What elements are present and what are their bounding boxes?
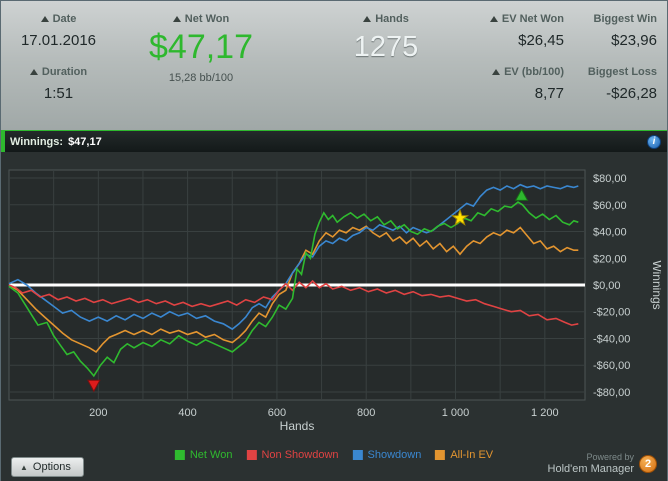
chart-section: 200 400 600 800 1 000 1 200 $80,00 $60,00 $40,00… — [1, 152, 667, 481]
legend-swatch — [435, 450, 446, 460]
legend-item: Net Won — [174, 449, 233, 461]
biggest-loss-label: Biggest Loss — [587, 66, 657, 78]
biggest-column: Biggest Win $23,96 Biggest Loss -$26,28 — [572, 1, 667, 130]
net-won-column: Net Won $47,17 15,28 bb/100 — [116, 1, 286, 130]
legend-label: Showdown — [367, 449, 422, 461]
powered-by-text: Powered by — [586, 452, 634, 463]
biggest-win-label: Biggest Win — [593, 13, 657, 25]
svg-text:1 200: 1 200 — [531, 407, 559, 419]
bb100-value: 15,28 bb/100 — [168, 72, 234, 85]
biggest-win-value: $23,96 — [611, 32, 657, 49]
date-label-row: Date — [40, 13, 77, 25]
net-won-label-row: Net Won — [172, 13, 230, 25]
svg-text:400: 400 — [178, 407, 196, 419]
svg-text:$40,00: $40,00 — [593, 227, 627, 239]
biggest-loss-label-row: Biggest Loss — [588, 66, 657, 78]
legend-item: All-In EV — [435, 449, 493, 461]
date-label: Date — [52, 13, 77, 25]
svg-text:600: 600 — [268, 407, 286, 419]
winnings-bar-value: $47,17 — [68, 135, 102, 148]
legend-swatch — [246, 450, 257, 460]
collapse-triangle-icon — [492, 69, 501, 75]
collapse-triangle-icon — [29, 69, 38, 75]
legend-swatch — [174, 450, 185, 460]
svg-text:200: 200 — [89, 407, 107, 419]
legend-label: Net Won — [189, 449, 233, 461]
session-summary-header: Date 17.01.2016 Duration 1:51 Net Won $4… — [1, 1, 667, 130]
collapse-triangle-icon — [172, 16, 181, 22]
date-duration-column: Date 17.01.2016 Duration 1:51 — [1, 1, 116, 130]
chart-legend: Net Won Non Showdown Showdown All-In EV — [174, 449, 493, 461]
brand-name: Hold'em Manager — [547, 462, 634, 475]
duration-label-row: Duration — [29, 66, 88, 78]
ev-bb100-label: EV (bb/100) — [504, 66, 564, 78]
svg-text:$80,00: $80,00 — [593, 173, 627, 185]
ev-net-won-label-row: EV Net Won — [489, 13, 564, 25]
ev-net-won-value: $26,45 — [518, 32, 564, 49]
svg-text:$0,00: $0,00 — [593, 280, 621, 292]
duration-label: Duration — [41, 66, 88, 78]
chevron-up-icon: ▲ — [20, 462, 28, 472]
legend-swatch — [352, 450, 363, 460]
winnings-chart: 200 400 600 800 1 000 1 200 $80,00 $60,00 $40,00… — [8, 169, 661, 433]
ev-bb100-label-row: EV (bb/100) — [492, 66, 564, 78]
info-icon[interactable]: i — [647, 134, 661, 149]
svg-text:-$60,00: -$60,00 — [593, 360, 630, 372]
legend-label: All-In EV — [450, 449, 494, 461]
legend-item: Non Showdown — [246, 449, 339, 461]
powered-by-block: Powered by Hold'em Manager 2 — [548, 452, 657, 478]
duration-value: 1:51 — [43, 85, 74, 102]
options-button[interactable]: ▲ Options — [11, 457, 84, 477]
svg-text:-$40,00: -$40,00 — [593, 333, 630, 345]
collapse-triangle-icon — [363, 16, 372, 22]
svg-text:Hands: Hands — [280, 419, 315, 433]
ev-net-won-label: EV Net Won — [501, 13, 564, 25]
legend-item: Showdown — [352, 449, 422, 461]
svg-text:-$20,00: -$20,00 — [593, 307, 630, 319]
collapse-triangle-icon — [489, 16, 498, 22]
biggest-win-label-row: Biggest Win — [594, 13, 657, 25]
hands-value: 1275 — [353, 31, 419, 63]
chart-footer: ▲ Options Net Won Non Showdown Showdown All… — [7, 441, 661, 481]
svg-text:$60,00: $60,00 — [593, 200, 627, 212]
hands-label-row: Hands — [363, 13, 409, 25]
svg-text:1 000: 1 000 — [442, 407, 470, 419]
options-button-label: Options — [32, 461, 71, 473]
net-won-value: $47,17 — [149, 28, 253, 66]
date-value: 17.01.2016 — [20, 32, 97, 49]
hands-column: Hands 1275 — [286, 1, 486, 130]
collapse-triangle-icon — [40, 16, 49, 22]
legend-label: Non Showdown — [261, 449, 339, 461]
holdem-manager-2-logo-icon: 2 — [639, 455, 657, 473]
svg-text:$20,00: $20,00 — [593, 253, 627, 265]
ev-bb100-value: 8,77 — [534, 85, 564, 102]
svg-text:Winnings: Winnings — [650, 260, 661, 309]
biggest-loss-value: -$26,28 — [606, 85, 657, 102]
winnings-bar-label: Winnings: — [10, 135, 64, 148]
svg-text:800: 800 — [357, 407, 375, 419]
ev-column: EV Net Won $26,45 EV (bb/100) 8,77 — [486, 1, 572, 130]
hands-label: Hands — [375, 13, 409, 25]
net-won-label: Net Won — [184, 13, 230, 25]
winnings-section-bar[interactable]: Winnings: $47,17 i — [1, 130, 667, 152]
svg-text:-$80,00: -$80,00 — [593, 387, 630, 399]
